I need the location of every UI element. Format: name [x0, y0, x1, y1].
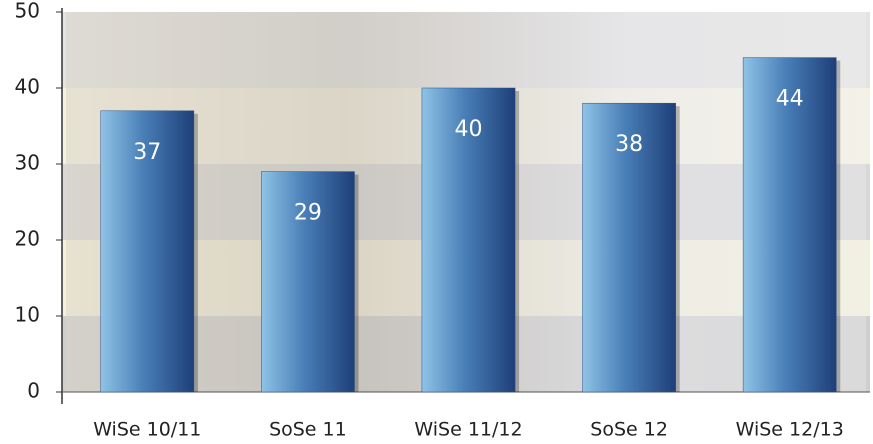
x-tick-label: SoSe 11 [269, 419, 347, 441]
bar [742, 57, 837, 393]
y-tick-label: 20 [15, 227, 40, 251]
value-label: 40 [455, 117, 483, 142]
y-tick-label: 40 [15, 75, 40, 99]
y-tick-label: 30 [15, 151, 40, 175]
x-tick-label: WiSe 10/11 [93, 419, 201, 441]
x-tick-label: WiSe 11/12 [414, 419, 522, 441]
bar [261, 171, 355, 393]
value-label: 38 [615, 132, 643, 157]
value-label: 44 [776, 87, 804, 112]
bar [421, 87, 516, 393]
y-tick-label: 10 [15, 303, 40, 327]
bar [100, 110, 195, 393]
value-label: 29 [294, 201, 322, 226]
x-tick-label: WiSe 12/13 [736, 419, 844, 441]
x-tick-label: SoSe 12 [590, 419, 668, 441]
bar [582, 102, 676, 393]
value-label: 37 [133, 140, 161, 165]
y-tick-label: 0 [27, 379, 40, 403]
y-tick-label: 50 [15, 0, 40, 23]
plot: 0 10 20 30 40 50 WiSe 10/11 37 SoSe 11 29 WiSe 11/… [15, 0, 870, 441]
